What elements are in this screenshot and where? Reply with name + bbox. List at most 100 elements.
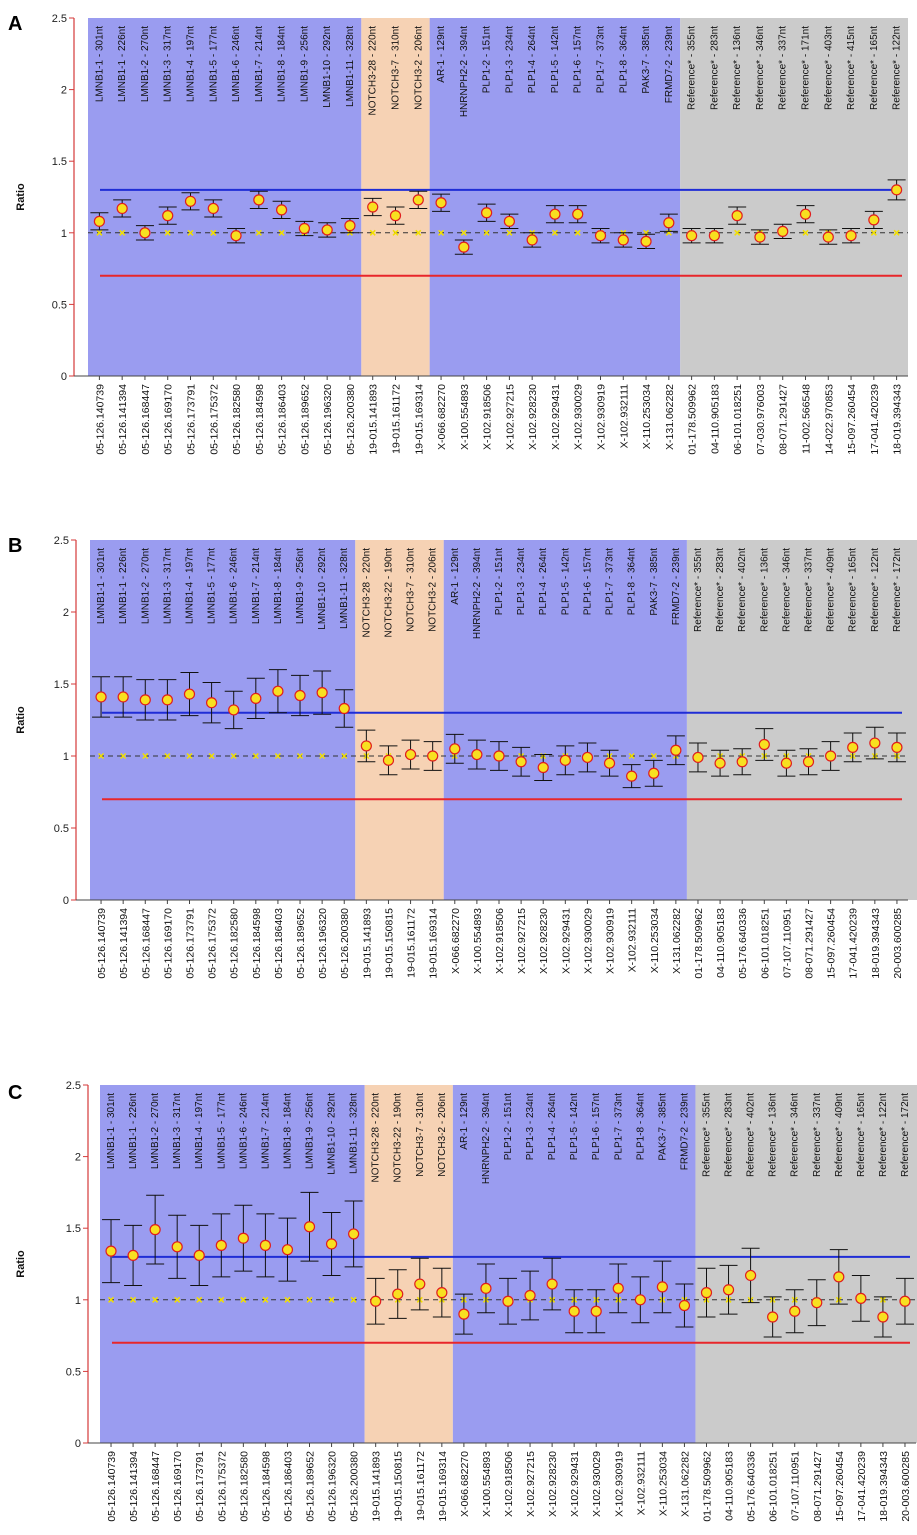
x-tick-label: X-102.929431: [560, 908, 572, 974]
x-tick-label: 05-126.200380: [349, 1451, 361, 1522]
probe-label: Reference* - 346nt: [790, 1093, 801, 1177]
reference-marker: [392, 229, 399, 236]
data-point: [708, 230, 720, 242]
data-point: [802, 756, 815, 768]
region-gray: [680, 18, 908, 376]
data-point: [427, 750, 439, 762]
data-point: [581, 751, 594, 764]
data-point: [656, 1281, 668, 1293]
x-tick-label: X-110.253034: [641, 384, 653, 449]
probe-label: NOTCH3-7 - 310nt: [415, 1093, 426, 1177]
probe-label: LMNB1-3 - 317nt: [163, 26, 174, 102]
data-point: [754, 231, 766, 243]
data-point: [744, 1269, 757, 1282]
probe-label: LMNB1-6 - 246nt: [238, 1093, 249, 1169]
region-blue: [429, 18, 681, 376]
x-tick-label: 17-041.420239: [856, 1451, 868, 1522]
y-tick-label: 0.5: [66, 1366, 81, 1378]
probe-label: Reference* - 409nt: [826, 548, 837, 632]
x-tick-label: X-066.682270: [450, 908, 462, 974]
data-point: [891, 741, 903, 753]
x-tick-label: X-100.554893: [459, 384, 471, 450]
x-tick-label: X-102.928230: [547, 1451, 559, 1517]
reference-marker: [506, 229, 513, 236]
data-point: [298, 222, 310, 235]
data-point: [471, 748, 483, 761]
probe-label: PLP1-3 - 234nt: [504, 26, 515, 93]
probe-label: LMNB1-2 - 270nt: [150, 1093, 161, 1169]
probe-label: LMNB1-8 - 184nt: [282, 1093, 293, 1169]
probe-label: LMNB1-6 - 246nt: [229, 548, 240, 624]
x-tick-label: X-102.928230: [538, 908, 550, 974]
x-tick-label: 05-126.169170: [163, 384, 175, 455]
probe-label: LMNB1-4 - 197nt: [184, 548, 195, 624]
x-tick-label: 04-110.905183: [724, 1451, 736, 1521]
x-tick-label: 05-126.182580: [238, 1451, 250, 1522]
x-tick-label: 05-126.196320: [317, 908, 329, 979]
x-tick-label: 18-019.394343: [892, 384, 904, 455]
y-tick-label: 1: [75, 1295, 81, 1307]
x-tick-label: 05-126.186403: [273, 908, 285, 979]
x-tick-label: 07-107.110951: [781, 908, 793, 978]
probe-label: NOTCH3-28 - 220nt: [371, 1093, 382, 1183]
data-point: [731, 210, 743, 222]
x-tick-label: 05-126.141394: [117, 384, 129, 455]
y-tick-label: 2: [61, 85, 67, 97]
reference-marker: [574, 229, 581, 236]
probe-label: LMNB1-1 - 226nt: [117, 26, 128, 102]
data-point: [670, 744, 682, 756]
probe-label: Reference* - 136nt: [759, 548, 770, 632]
data-point: [847, 741, 859, 753]
reference-marker: [186, 752, 193, 760]
data-point: [435, 197, 447, 209]
x-tick-label: 05-126.200380: [339, 908, 351, 979]
reference-marker: [893, 229, 900, 236]
reference-marker: [152, 1296, 159, 1303]
probe-label: PAK3-7 - 385nt: [641, 26, 652, 94]
x-tick-label: X-066.682270: [436, 384, 448, 450]
data-point: [572, 208, 584, 220]
probe-label: Reference* - 136nt: [732, 26, 743, 110]
data-point: [149, 1224, 161, 1236]
data-point: [663, 217, 675, 229]
data-point: [95, 691, 107, 703]
y-tick-label: 2.5: [66, 1080, 81, 1092]
data-point: [692, 751, 704, 764]
probe-label: Reference* - 346nt: [755, 26, 766, 110]
reference-marker: [350, 1296, 357, 1303]
x-tick-label: X-102.932111: [627, 908, 639, 973]
reference-marker: [208, 752, 215, 760]
y-tick-label: 1: [61, 228, 67, 240]
probe-label: LMNB1-10 - 292nt: [327, 1093, 338, 1175]
data-point: [414, 1278, 426, 1290]
x-tick-label: 19-015.150815: [393, 1451, 405, 1522]
probe-label: Reference* - 283nt: [715, 548, 726, 632]
probe-label: Reference* - 402nt: [737, 548, 748, 632]
probe-label: LMNB1-4 - 197nt: [186, 26, 197, 102]
data-point: [127, 1249, 139, 1262]
probe-label: NOTCH3-2 - 206nt: [428, 548, 439, 632]
panel-C: C LMNB1-1 - 301nt LMNB1-1 - 226nt LMNB1-2 -…: [8, 1080, 917, 1522]
data-point: [678, 1299, 691, 1312]
y-tick-label: 0: [63, 895, 69, 907]
region-blue: [443, 540, 687, 900]
data-point: [700, 1287, 713, 1299]
data-point: [617, 234, 629, 246]
probe-label: PLP1-6 - 157nt: [582, 548, 593, 615]
x-tick-label: 05-126.184598: [260, 1451, 272, 1522]
probe-label: LMNB1-1 - 301nt: [96, 548, 107, 624]
x-tick-label: 05-126.173791: [186, 384, 198, 455]
data-point: [250, 692, 262, 705]
data-point: [822, 231, 834, 243]
panel-A: A LMNB1-1 - 301nt LMNB1-1 - 226nt LMNB1-2 -…: [8, 13, 908, 455]
probe-label: AR-1 - 129nt: [459, 1093, 470, 1150]
probe-label: Reference* - 171nt: [801, 26, 812, 110]
x-tick-label: 05-126.196320: [327, 1451, 339, 1522]
reference-marker: [252, 752, 259, 760]
probe-label: Reference* - 122nt: [870, 548, 881, 632]
data-point: [777, 225, 789, 237]
x-tick-label: X-066.682270: [459, 1451, 471, 1517]
reference-marker: [551, 229, 558, 236]
region-blue: [90, 540, 356, 900]
data-point: [370, 1295, 382, 1307]
